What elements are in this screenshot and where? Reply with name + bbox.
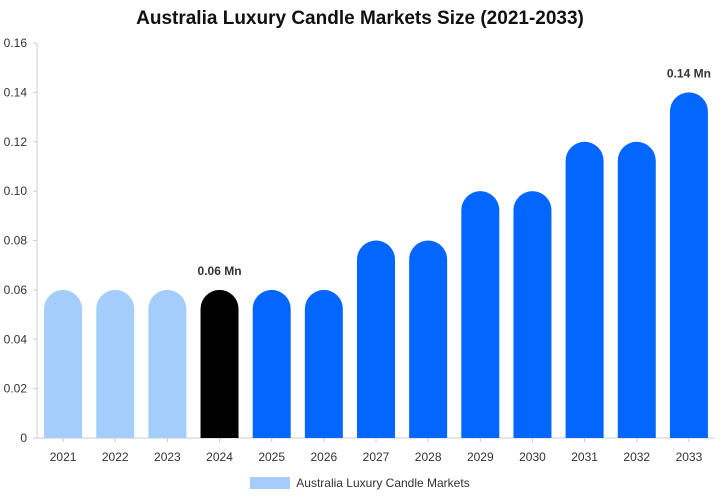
x-tick-label-2028: 2028	[415, 450, 442, 464]
bar-2023[interactable]	[148, 289, 187, 438]
bar-2025[interactable]	[252, 289, 291, 438]
bar-2030[interactable]	[513, 191, 552, 438]
y-tick-label: 0.12	[4, 135, 28, 149]
y-tick-label: 0	[20, 431, 27, 445]
x-tick-label-2033: 2033	[676, 450, 703, 464]
y-tick-label: 0.10	[4, 184, 28, 198]
x-tick-label-2023: 2023	[154, 450, 181, 464]
bar-2027[interactable]	[357, 240, 395, 439]
x-tick-label-2029: 2029	[467, 450, 494, 464]
bar-2026[interactable]	[304, 289, 343, 438]
y-tick-label: 0.16	[4, 36, 28, 50]
y-tick-label: 0.08	[4, 234, 28, 248]
bar-2033[interactable]	[669, 92, 708, 438]
bar-2021[interactable]	[44, 289, 83, 438]
x-tick-label-2025: 2025	[258, 450, 285, 464]
bar-2029[interactable]	[461, 191, 500, 438]
legend-swatch	[250, 476, 291, 489]
data-labels: 0.06 Mn 0.14 Mn	[198, 66, 711, 278]
x-axis: 2021 2022 2023 2024 2025 2026 2027 2028 2029 2030…	[37, 437, 715, 464]
x-tick-label-2026: 2026	[310, 450, 337, 464]
bar-2031[interactable]	[565, 141, 604, 438]
legend-label: Australia Luxury Candle Markets	[296, 475, 470, 490]
data-label-2033: 0.14 Mn	[667, 66, 711, 80]
y-tick-label: 0.14	[4, 85, 28, 99]
legend[interactable]: Australia Luxury Candle Markets	[0, 475, 720, 490]
x-tick-label-2027: 2027	[363, 450, 390, 464]
x-tick-label-2022: 2022	[102, 450, 129, 464]
bar-2022[interactable]	[96, 289, 135, 438]
x-tick-label-2030: 2030	[519, 450, 546, 464]
y-tick-label: 0.02	[4, 382, 28, 396]
y-axis: 0 0.02 0.04 0.06 0.08 0.10 0.12 0.14 0.16	[4, 36, 38, 445]
chart-title: Australia Luxury Candle Markets Size (20…	[136, 8, 584, 29]
x-tick-label-2031: 2031	[571, 450, 598, 464]
y-tick-label: 0.04	[4, 332, 28, 346]
x-tick-label-2021: 2021	[50, 450, 77, 464]
bar-2032[interactable]	[617, 141, 656, 438]
x-tick-label-2024: 2024	[206, 450, 233, 464]
x-tick-label-2032: 2032	[623, 450, 650, 464]
bar-2024[interactable]	[200, 289, 239, 438]
bars	[44, 92, 708, 438]
y-tick-label: 0.06	[4, 283, 28, 297]
data-label-2024: 0.06 Mn	[198, 264, 242, 278]
bar-2028[interactable]	[409, 240, 448, 439]
